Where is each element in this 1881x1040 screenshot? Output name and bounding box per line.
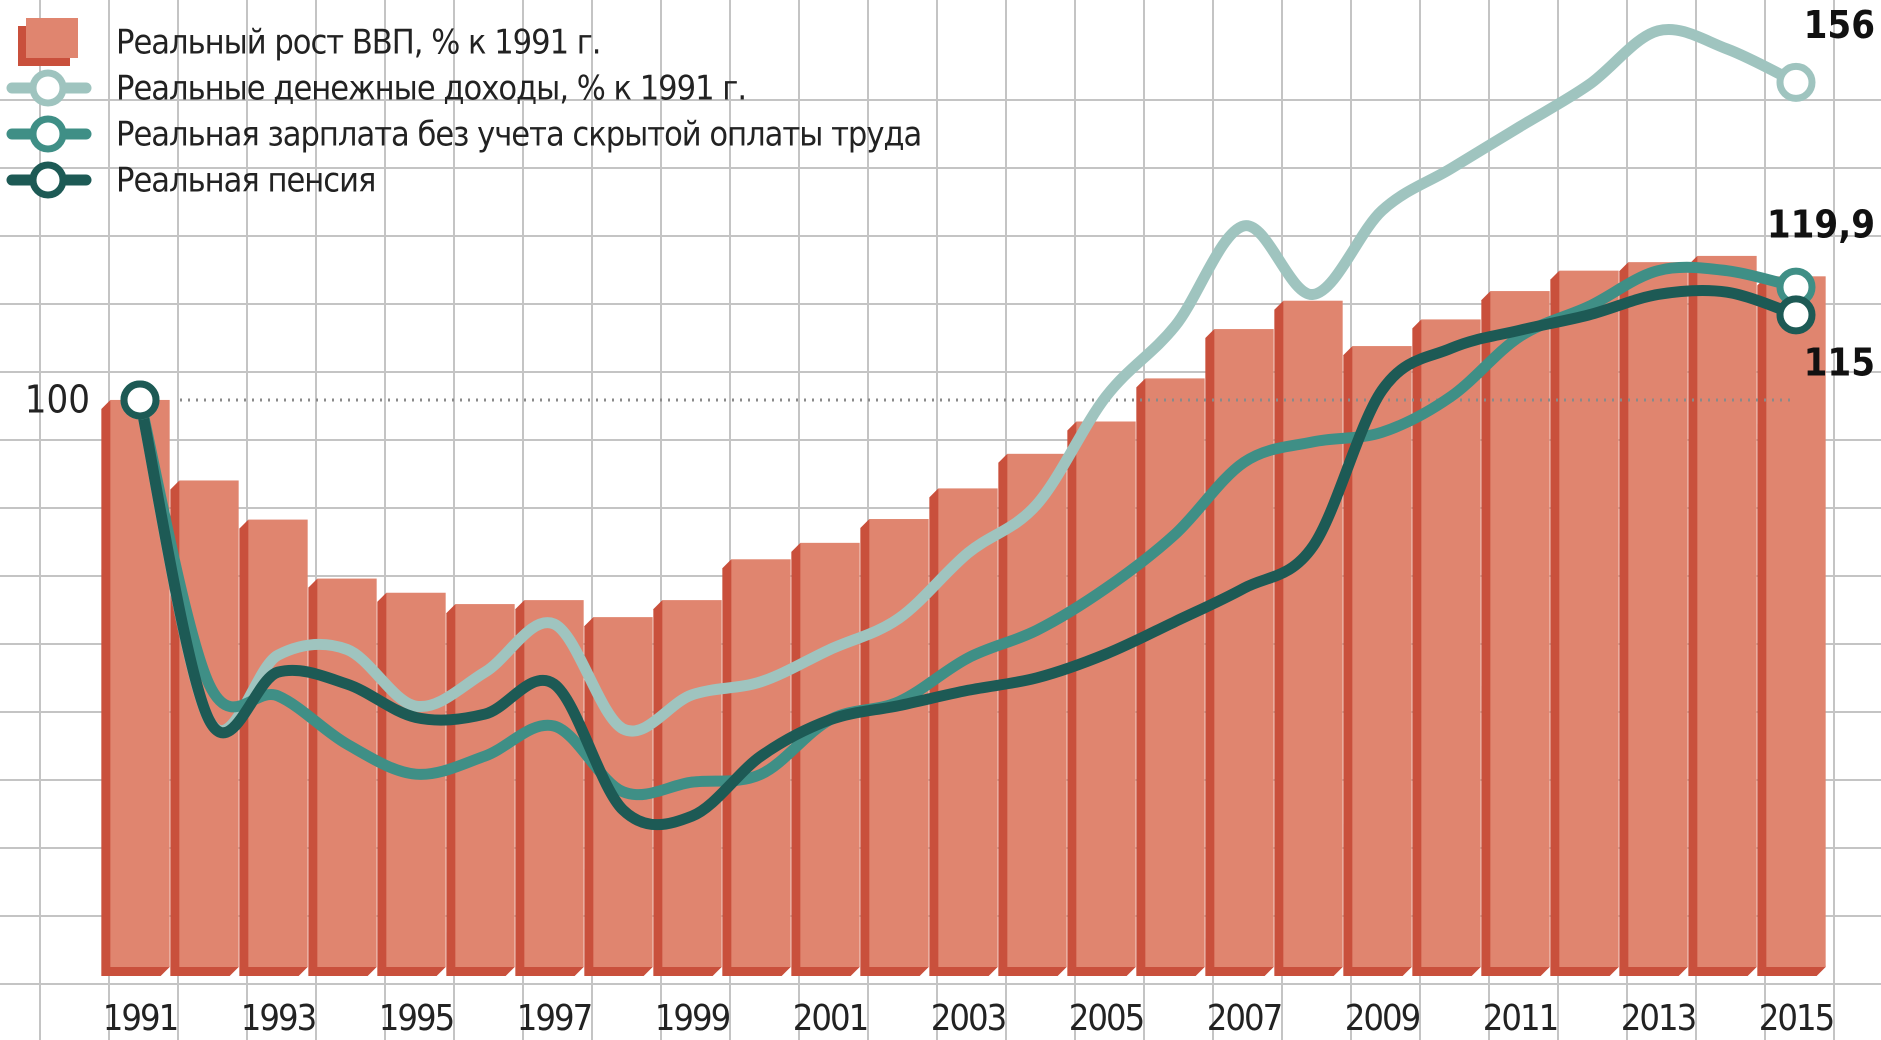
x-tick-label: 2011 (1483, 998, 1557, 1039)
x-tick-label: 2003 (931, 998, 1006, 1039)
data-label: 119,9 (1767, 203, 1875, 247)
x-tick-label: 2013 (1621, 998, 1696, 1039)
legend-label: Реальный рост ВВП, % к 1991 г. (116, 23, 601, 63)
legend-label: Реальная пенсия (116, 161, 375, 201)
end-marker (120, 380, 160, 420)
x-tick-label: 1991 (103, 998, 177, 1039)
bar (455, 604, 515, 967)
x-tick-label: 1997 (517, 998, 591, 1039)
legend-marker (29, 161, 67, 199)
end-marker (1776, 62, 1816, 102)
legend-label: Реальные денежные доходы, % к 1991 г. (116, 69, 746, 109)
y-tick-label: 100 (25, 377, 90, 421)
line (134, 261, 1802, 801)
bar (1697, 255, 1757, 968)
bar (1007, 453, 1067, 967)
bar (1283, 300, 1343, 967)
legend-marker (29, 115, 67, 153)
bar (1145, 378, 1205, 967)
x-tick-label: 2001 (793, 998, 867, 1039)
x-tick-label: 2007 (1207, 998, 1281, 1039)
x-tick-label: 1993 (241, 998, 316, 1039)
bar (248, 519, 308, 967)
bar (1628, 262, 1688, 967)
bar (1766, 276, 1826, 967)
bar (524, 600, 584, 967)
bar (1352, 346, 1412, 968)
legend-label: Реальная зарплата без учета скрытой опла… (116, 115, 921, 155)
bar (869, 519, 929, 967)
bar (317, 578, 377, 967)
legend-marker (29, 69, 67, 107)
x-tick-label: 1995 (379, 998, 453, 1039)
bar (1076, 421, 1136, 968)
bar (800, 542, 860, 967)
bar (1559, 270, 1619, 968)
x-tick-label: 2015 (1759, 998, 1833, 1039)
data-label: 115 (1804, 340, 1875, 384)
bar (386, 592, 446, 967)
x-tick-label: 2005 (1069, 998, 1143, 1039)
end-marker (1776, 295, 1816, 335)
x-tick-label: 2009 (1345, 998, 1420, 1039)
bar (1421, 319, 1481, 967)
line (134, 24, 1802, 737)
bar (1490, 291, 1550, 967)
data-label: 156 (1804, 3, 1875, 47)
legend-swatch (26, 18, 78, 58)
bar (1214, 329, 1274, 967)
x-tick-label: 1999 (655, 998, 730, 1039)
line (134, 284, 1802, 831)
